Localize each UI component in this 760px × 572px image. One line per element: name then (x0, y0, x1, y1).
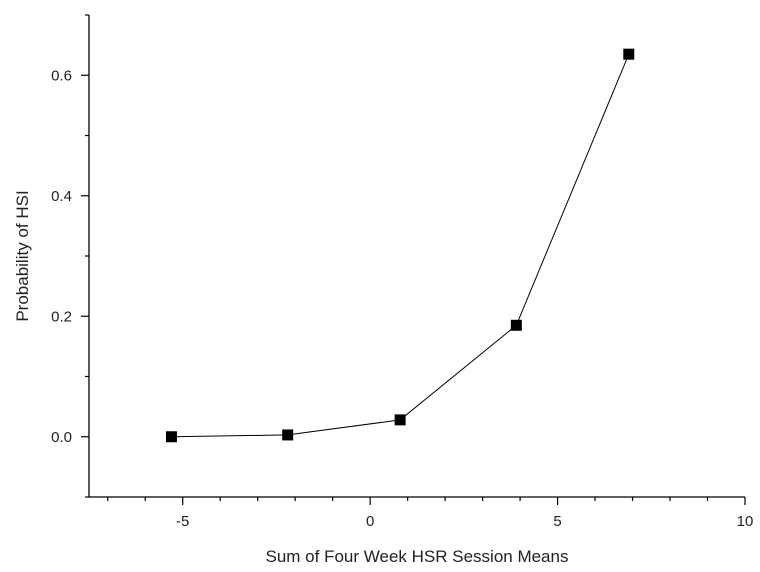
y-ticks: 0.0 0.2 0.4 0.6 (51, 14, 89, 498)
y-tick-label: 0.6 (51, 67, 72, 84)
x-tick-label: 0 (366, 513, 374, 530)
axes (88, 15, 745, 498)
series-group (165, 48, 635, 443)
x-tick-label: 5 (553, 513, 561, 530)
x-tick-label: 10 (737, 513, 754, 530)
x-ticks: -5 0 5 10 (107, 497, 754, 530)
data-point-marker (510, 319, 522, 331)
data-point-marker (394, 414, 406, 426)
y-tick-label: 0.2 (51, 308, 72, 325)
y-tick-label: 0.4 (51, 188, 72, 205)
series-line (171, 54, 630, 438)
y-tick-label: 0.0 (51, 429, 72, 446)
x-axis-title: Sum of Four Week HSR Session Means (266, 547, 569, 566)
x-tick-label: -5 (176, 513, 189, 530)
y-axis-title: Probability of HSI (13, 190, 32, 321)
data-point-marker (282, 429, 294, 441)
data-point-marker (165, 431, 177, 443)
data-point-marker (623, 48, 635, 60)
